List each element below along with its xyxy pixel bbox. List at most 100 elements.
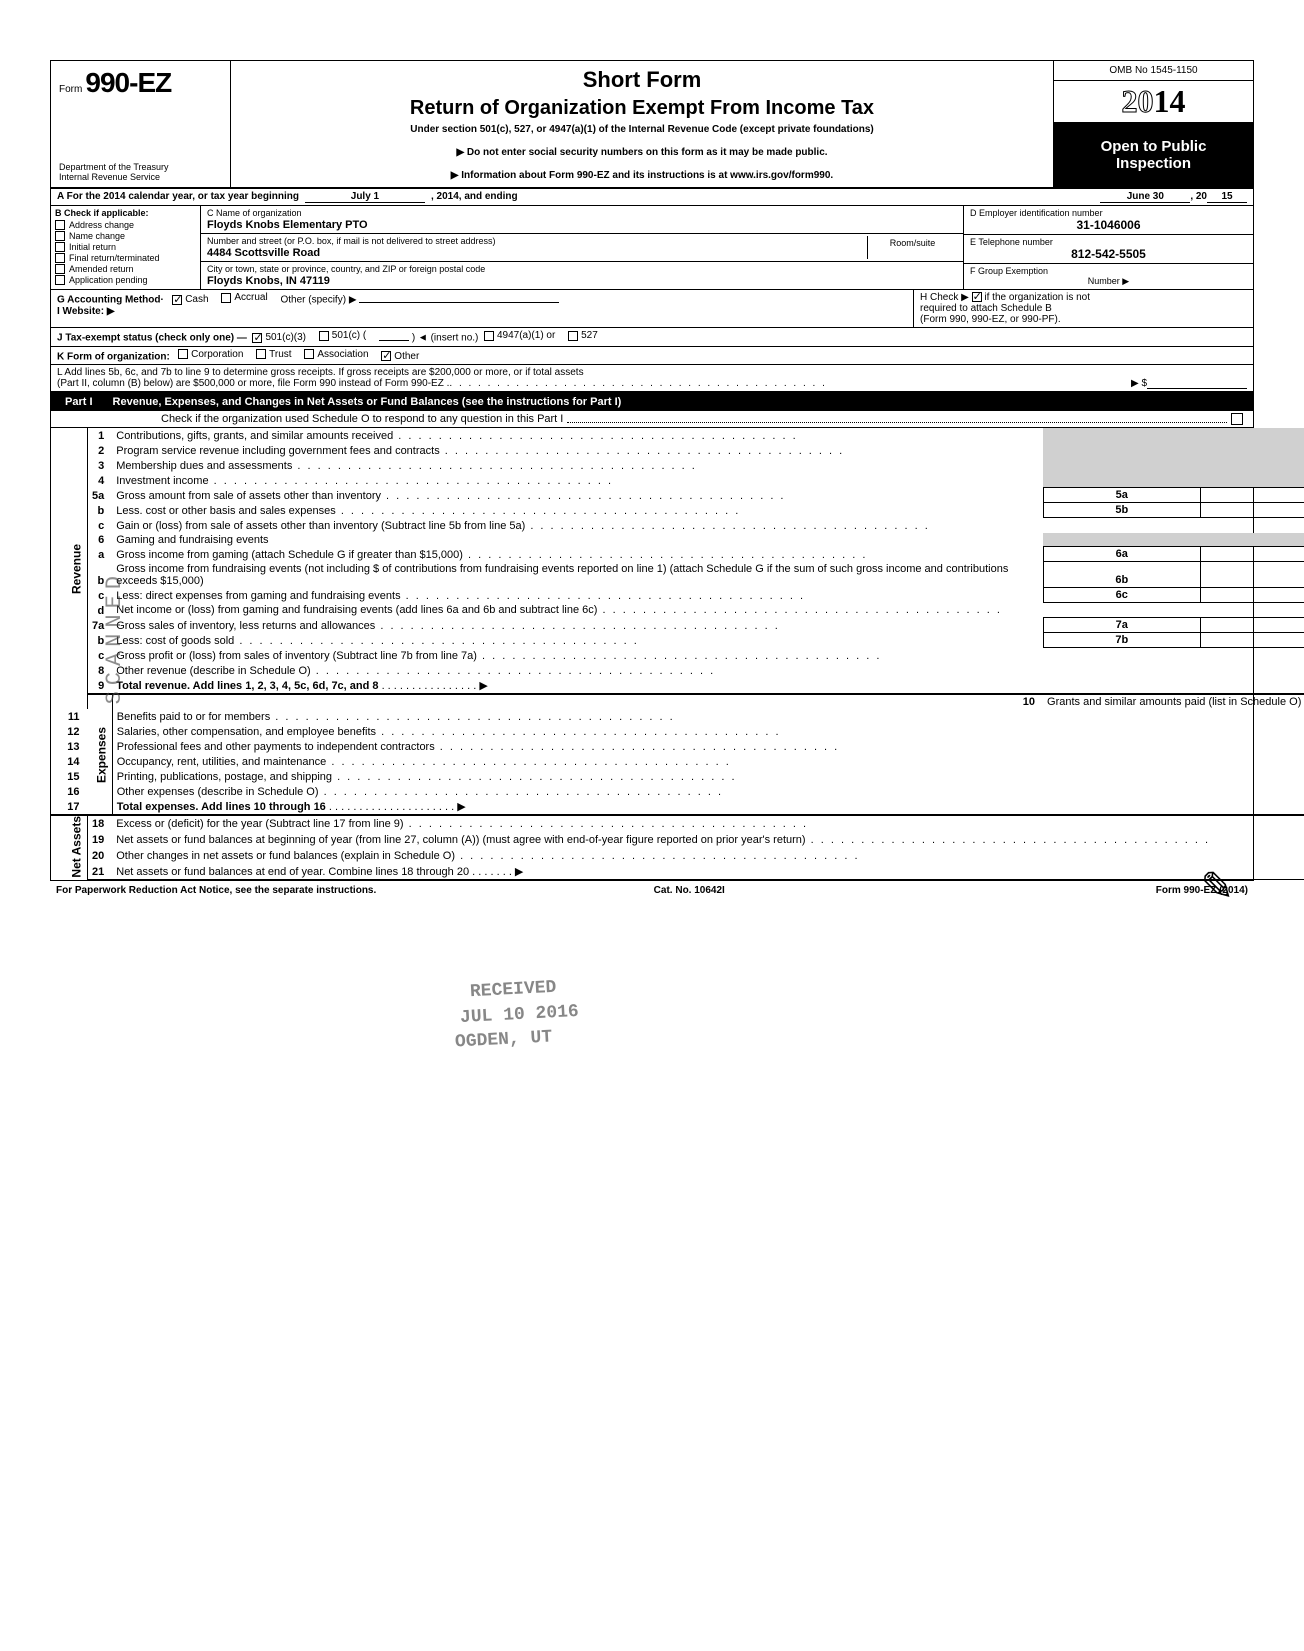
row-g-h: G Accounting Method· Cash Accrual Other … [51,290,1253,328]
dept-block: Department of the Treasury Internal Reve… [59,163,222,183]
footer-right: Form 990-EZ (2014) [876,885,1249,896]
line-desc: Contributions, gifts, grants, and simila… [112,428,1043,443]
page-footer: For Paperwork Reduction Act Notice, see … [50,881,1254,900]
checkbox-icon[interactable] [252,333,262,343]
checkbox-icon[interactable] [319,331,329,341]
k-corp[interactable]: Corporation [178,349,243,360]
k-other[interactable]: Other [381,351,419,362]
j-527[interactable]: 527 [568,330,598,341]
received-stamp-1: RECEIVED [470,978,557,1002]
row-a-begin[interactable]: July 1 [305,191,425,203]
l-amount[interactable] [1147,378,1247,389]
line-5b: b Less. cost or other basis and sales ex… [51,503,1304,518]
checkbox-icon[interactable] [55,242,65,252]
line-3: 3 Membership dues and assessments 3 [51,458,1304,473]
checkbox-icon[interactable] [172,295,182,305]
checkbox-icon[interactable] [55,264,65,274]
received-stamp-2: OGDEN, UT [455,1027,553,1052]
checkbox-icon[interactable] [484,331,494,341]
line-6b-value[interactable] [1201,562,1304,588]
part-1-header: Part I Revenue, Expenses, and Changes in… [51,393,1253,411]
header-left: Form 990-EZ Department of the Treasury I… [51,61,231,187]
room-suite[interactable]: Room/suite [867,236,957,259]
h-line1b: if the organization is not [984,292,1090,303]
line-10: Expenses 10 Grants and similar amounts p… [51,694,1304,710]
open-to-public: Open to Public Inspection [1054,123,1253,187]
row-k-form-org: K Form of organization: Corporation Trus… [51,347,1253,366]
form-prefix: Form [59,84,82,95]
line-7a-value[interactable] [1201,618,1304,633]
line-7c: c Gross profit or (loss) from sales of i… [51,648,1304,663]
checkbox-icon[interactable] [55,220,65,230]
line-16: 16 Other expenses (describe in Schedule … [51,784,1304,799]
line-7b-value[interactable] [1201,633,1304,648]
chk-app-pending[interactable]: Application pending [55,275,196,285]
checkbox-icon[interactable] [568,331,578,341]
line-4: 4 Investment income 4 [51,473,1304,488]
line-5a-value[interactable] [1201,488,1304,503]
j-insert-no[interactable] [379,340,409,341]
j-b2: ) ◄ (insert no.) [412,333,479,344]
c-name-value[interactable]: Floyds Knobs Elementary PTO [207,219,957,231]
g-cash[interactable]: Cash [172,294,208,305]
d-value[interactable]: 31-1046006 [970,218,1247,232]
col-c-org-info: C Name of organization Floyds Knobs Elem… [201,206,963,289]
sched-dots [567,413,1227,423]
sched-o-text: Check if the organization used Schedule … [161,413,563,425]
g-accounting: G Accounting Method· Cash Accrual Other … [51,290,913,327]
footer-mid: Cat. No. 10642I [503,885,876,896]
line-14: 14 Occupancy, rent, utilities, and maint… [51,754,1304,769]
e-value[interactable]: 812-542-5505 [970,247,1247,261]
h-schedule-b: H Check ▶ if the organization is not req… [913,290,1253,327]
chk-name-change[interactable]: Name change [55,231,196,241]
chk-final-return[interactable]: Final return/terminated [55,253,196,263]
c-street-label: Number and street (or P.O. box, if mail … [207,236,867,246]
row-l-gross-receipts: L Add lines 5b, 6c, and 7b to line 9 to … [51,365,1253,393]
year-solid: 14 [1154,83,1186,119]
j-501c3[interactable]: 501(c)(3) [252,332,306,343]
chk-amended[interactable]: Amended return [55,264,196,274]
k-trust[interactable]: Trust [256,349,291,360]
h-checkbox[interactable] [972,292,982,302]
j-4947[interactable]: 4947(a)(1) or [484,330,555,341]
g-label: G Accounting Method· [57,295,164,306]
k-assoc[interactable]: Association [304,349,368,360]
c-city-value[interactable]: Floyds Knobs, IN 47119 [207,275,957,287]
checkbox-icon[interactable] [221,293,231,303]
row-a-end-year[interactable]: 15 [1207,191,1247,203]
checkbox-icon[interactable] [55,231,65,241]
l-line1: L Add lines 5b, 6c, and 7b to line 9 to … [57,367,1247,378]
j-501c[interactable]: 501(c) ( [319,330,366,341]
line-6a-value[interactable] [1201,547,1304,562]
checkbox-icon[interactable] [55,275,65,285]
line-6c-value[interactable] [1201,588,1304,603]
row-a-end-month[interactable]: June 30 [1100,191,1190,203]
netassets-side-label: Net Assets [51,815,88,880]
c-city-row: City or town, state or province, country… [201,262,963,289]
checkbox-icon[interactable] [256,349,266,359]
checkbox-icon[interactable] [304,349,314,359]
chk-address-change[interactable]: Address change [55,220,196,230]
f-label: F Group Exemption [970,266,1247,276]
checkbox-icon[interactable] [381,351,391,361]
i-website-label: I Website: ▶ [57,306,115,317]
sched-o-checkbox[interactable] [1231,413,1243,425]
short-form-title: Short Form [241,67,1043,93]
c-street-value[interactable]: 4484 Scottsville Road [207,247,867,259]
schedule-o-check: Check if the organization used Schedule … [51,411,1253,428]
g-other-line[interactable] [359,302,559,303]
line-5b-value[interactable] [1201,503,1304,518]
part-1-label: Part I [59,396,99,408]
chk-initial-return[interactable]: Initial return [55,242,196,252]
g-accrual[interactable]: Accrual [221,292,267,303]
checkbox-icon[interactable] [178,349,188,359]
f-group-exemption: F Group Exemption Number ▶ [964,264,1253,289]
omb-number: OMB No 1545-1150 [1054,61,1253,81]
checkbox-icon[interactable] [55,253,65,263]
row-a-prefix: A For the 2014 calendar year, or tax yea… [57,191,299,203]
f-label2: Number ▶ [970,276,1247,287]
line-6b: b Gross income from fundraising events (… [51,562,1304,588]
form-header: Form 990-EZ Department of the Treasury I… [51,61,1253,189]
h-line3: (Form 990, 990-EZ, or 990-PF). [920,314,1061,325]
d-label: D Employer identification number [970,208,1247,218]
